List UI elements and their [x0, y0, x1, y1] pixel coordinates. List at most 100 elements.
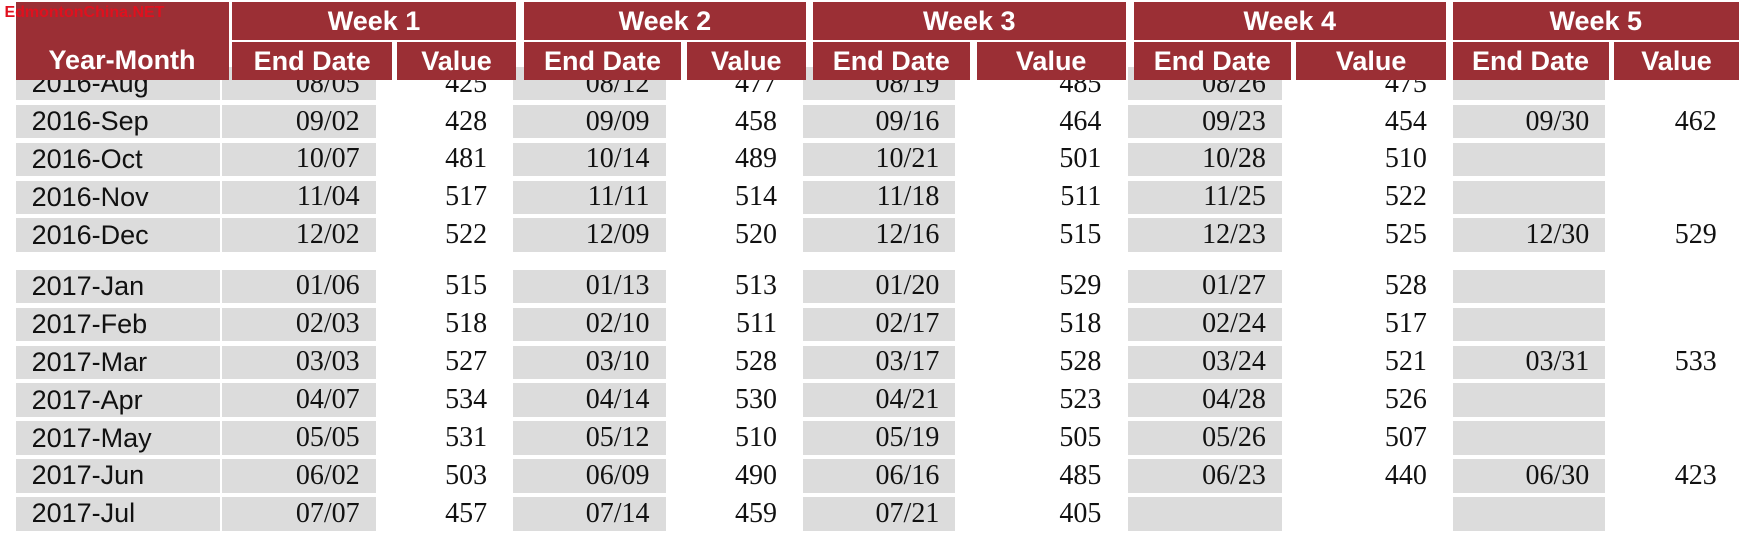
watermark: EdmontonChina.NET — [4, 4, 165, 22]
value-cell: 518 — [445, 308, 488, 340]
value-cell: 527 — [445, 346, 488, 378]
end-date-cell: 12/16 — [802, 218, 956, 252]
value-cell: 523 — [1059, 384, 1102, 416]
end-date-cell: 06/16 — [802, 459, 956, 493]
value-cell: 511 — [1060, 181, 1102, 213]
value-cell: 489 — [734, 143, 777, 175]
value-cell: 522 — [445, 219, 488, 251]
end-date-cell: 01/27 — [1128, 269, 1282, 304]
value-cell: 517 — [1384, 308, 1427, 340]
end-date-header: End Date — [812, 42, 970, 81]
end-date-cell: 03/10 — [512, 345, 666, 379]
value-cell: 511 — [736, 308, 777, 340]
end-date-header: End Date — [1133, 42, 1291, 81]
end-date-cell: 11/04 — [221, 180, 376, 215]
end-date-cell: 07/07 — [221, 497, 376, 531]
end-date-cell: 04/28 — [1128, 383, 1282, 417]
end-date-header: End Date — [523, 42, 682, 81]
month-cell: 2017-Jun — [15, 459, 220, 493]
value-cell: 520 — [734, 219, 777, 251]
value-cell: 507 — [1384, 422, 1427, 454]
value-cell: 521 — [1384, 346, 1427, 378]
value-cell: 529 — [1674, 219, 1717, 251]
end-date-header: End Date — [1452, 42, 1609, 81]
end-date-cell: 06/02 — [221, 459, 376, 493]
value-cell: 501 — [1059, 143, 1102, 175]
value-cell: 464 — [1059, 105, 1102, 137]
end-date-cell: 03/03 — [221, 345, 376, 379]
end-date-cell — [1452, 421, 1606, 455]
month-cell: 2017-Jan — [15, 269, 220, 304]
value-cell: 503 — [445, 459, 488, 491]
month-cell: 2016-Dec — [15, 218, 220, 252]
value-cell: 481 — [445, 143, 488, 175]
end-date-cell — [1452, 497, 1606, 531]
end-date-cell: 05/12 — [512, 421, 666, 455]
value-cell: 515 — [445, 270, 488, 302]
value-cell: 533 — [1674, 346, 1717, 378]
corner-header: Year-Month — [15, 2, 229, 81]
value-cell: 517 — [445, 181, 488, 213]
value-cell: 440 — [1384, 459, 1427, 491]
end-date-cell: 09/23 — [1128, 104, 1282, 139]
value-cell: 531 — [445, 422, 488, 454]
end-date-cell — [1452, 269, 1606, 304]
week-header: Week 2 — [523, 2, 806, 41]
value-cell: 514 — [734, 181, 777, 213]
end-date-cell — [1452, 383, 1606, 417]
value-header: Value — [1614, 42, 1739, 81]
value-cell: 522 — [1384, 181, 1427, 213]
end-date-cell: 12/09 — [512, 218, 666, 252]
month-cell: 2016-Sep — [15, 104, 220, 139]
value-cell: 513 — [734, 270, 777, 302]
end-date-header: End Date — [231, 42, 393, 81]
end-date-cell: 11/18 — [802, 180, 956, 215]
end-date-cell: 02/10 — [512, 307, 666, 342]
end-date-cell: 04/07 — [221, 383, 376, 417]
value-cell: 490 — [734, 459, 777, 491]
value-cell: 462 — [1674, 105, 1717, 137]
end-date-cell: 01/06 — [221, 269, 376, 304]
end-date-cell: 05/26 — [1128, 421, 1282, 455]
value-cell: 505 — [1059, 422, 1102, 454]
end-date-cell: 12/30 — [1452, 218, 1606, 252]
end-date-cell: 09/02 — [221, 104, 376, 139]
end-date-cell: 05/05 — [221, 421, 376, 455]
value-cell: 423 — [1674, 459, 1717, 491]
end-date-cell: 12/23 — [1128, 218, 1282, 252]
value-cell: 528 — [1384, 270, 1427, 302]
month-cell: 2017-Apr — [15, 383, 220, 417]
end-date-cell: 04/21 — [802, 383, 956, 417]
value-header: Value — [396, 42, 517, 81]
end-date-cell — [1452, 180, 1606, 215]
month-cell: 2017-Feb — [15, 307, 220, 342]
end-date-cell: 10/07 — [221, 142, 376, 177]
month-cell: 2016-Oct — [15, 142, 220, 177]
value-cell: 459 — [734, 497, 777, 529]
value-cell: 405 — [1059, 497, 1102, 529]
end-date-cell: 05/19 — [802, 421, 956, 455]
week-header: Week 1 — [231, 2, 517, 41]
end-date-cell: 12/02 — [221, 218, 376, 252]
value-cell: 534 — [445, 384, 488, 416]
week-header: Week 3 — [812, 2, 1126, 41]
value-cell: 528 — [1059, 346, 1102, 378]
end-date-cell: 03/17 — [802, 345, 956, 379]
end-date-cell: 09/16 — [802, 104, 956, 139]
value-cell: 458 — [734, 105, 777, 137]
end-date-cell: 06/23 — [1128, 459, 1282, 493]
value-cell: 530 — [734, 384, 777, 416]
end-date-cell: 03/24 — [1128, 345, 1282, 379]
month-cell: 2017-Jul — [15, 497, 220, 531]
end-date-cell: 10/14 — [512, 142, 666, 177]
value-cell: 510 — [1384, 143, 1427, 175]
month-cell: 2016-Nov — [15, 180, 220, 215]
end-date-cell: 09/30 — [1452, 104, 1606, 139]
end-date-cell: 10/28 — [1128, 142, 1282, 177]
end-date-cell: 03/31 — [1452, 345, 1606, 379]
end-date-cell — [1128, 497, 1282, 531]
value-cell: 454 — [1384, 105, 1427, 137]
value-header: Value — [1296, 42, 1446, 81]
value-cell: 526 — [1384, 384, 1427, 416]
